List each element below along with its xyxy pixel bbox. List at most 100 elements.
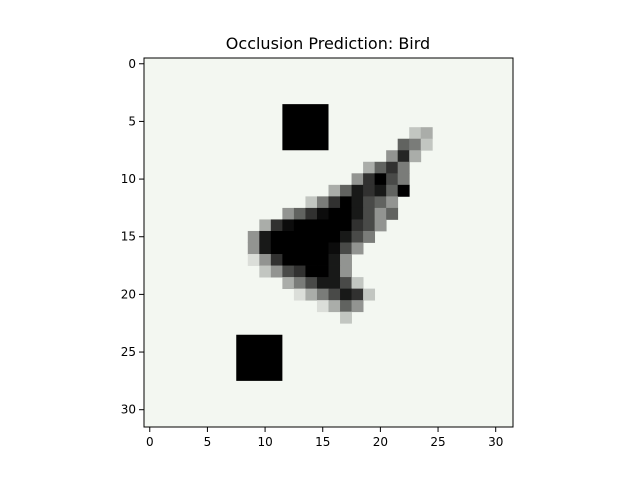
heatmap-cell [305, 207, 318, 220]
heatmap-cell [259, 230, 272, 243]
heatmap-cell [316, 300, 329, 313]
heatmap-cell [374, 161, 387, 174]
heatmap-cell [340, 288, 352, 301]
heatmap-cell [247, 230, 260, 243]
x-tick-label: 25 [430, 435, 445, 449]
heatmap-cell [282, 219, 295, 232]
heatmap-cell [409, 127, 422, 140]
heatmap-cell [374, 173, 387, 186]
heatmap-cell [247, 242, 260, 255]
y-tick-label: 0 [128, 57, 136, 71]
heatmap-cell [351, 196, 364, 209]
heatmap-cell [420, 138, 433, 151]
heatmap-cell [386, 161, 399, 174]
heatmap-cell [363, 173, 376, 186]
heatmap-cell [247, 254, 260, 266]
heatmap-cell [282, 265, 295, 278]
heatmap-cell [397, 161, 410, 174]
heatmap-cell [328, 196, 341, 209]
heatmap-cell [374, 207, 387, 220]
heatmap-cell [316, 196, 329, 209]
heatmap-cell [282, 277, 295, 290]
heatmap-cell [316, 230, 329, 243]
heatmap-cell [340, 311, 352, 324]
heatmap-cell [328, 277, 341, 290]
heatmap-cell [293, 230, 306, 243]
occluder-patch [282, 104, 329, 151]
heatmap-cell [328, 207, 341, 220]
heatmap-cell [363, 219, 376, 232]
heatmap-cell [409, 150, 422, 163]
heatmap-cell [293, 277, 306, 290]
heatmap-cell [270, 242, 283, 255]
heatmap-cell [363, 230, 376, 243]
heatmap-cell [328, 230, 341, 243]
heatmap-cell [328, 254, 341, 266]
heatmap-cell [351, 277, 364, 290]
heatmap-cell [397, 173, 410, 186]
heatmap-cell [386, 173, 399, 186]
heatmap-cell [328, 219, 341, 232]
heatmap-cell [328, 265, 341, 278]
heatmap-cell [293, 207, 306, 220]
heatmap-cell [351, 219, 364, 232]
heatmap-cell [316, 277, 329, 290]
heatmap-cell [351, 207, 364, 220]
heatmap-cell [351, 173, 364, 186]
y-tick-label: 20 [121, 287, 136, 301]
heatmap-cell [316, 207, 329, 220]
heatmap-cell [293, 254, 306, 266]
heatmap-cell [340, 254, 352, 266]
y-tick-label: 25 [121, 345, 136, 359]
heatmap-cell [270, 230, 283, 243]
heatmap-cell [305, 288, 318, 301]
occluder-patches [236, 104, 329, 381]
heatmap-cell [340, 184, 352, 197]
heatmap-cell [282, 207, 295, 220]
heatmap-cell [351, 184, 364, 197]
heatmap-cell [386, 196, 399, 209]
heatmap-cell [363, 288, 376, 301]
heatmap-cell [340, 230, 352, 243]
heatmap-cell [386, 150, 399, 163]
heatmap-cell [259, 254, 272, 266]
heatmap-cell [397, 150, 410, 163]
x-tick-label: 0 [146, 435, 154, 449]
heatmap-cell [363, 184, 376, 197]
heatmap-cell [282, 230, 295, 243]
heatmap-cell [340, 300, 352, 313]
heatmap-cell [282, 242, 295, 255]
y-axis-ticks: 0 5 10 15 20 25 30 [121, 57, 144, 417]
heatmap-cell [305, 196, 318, 209]
y-tick-label: 15 [121, 230, 136, 244]
x-tick-label: 15 [315, 435, 330, 449]
heatmap-cell [386, 207, 399, 220]
heatmap-cell [282, 254, 295, 266]
x-tick-label: 10 [257, 435, 272, 449]
heatmap-cell [328, 288, 341, 301]
heatmap-cell [316, 254, 329, 266]
heatmap-cell [397, 138, 410, 151]
heatmap-cell [259, 242, 272, 255]
heatmap-cell [293, 242, 306, 255]
heatmap-cell [340, 219, 352, 232]
heatmap-cell [316, 219, 329, 232]
heatmap-cell [305, 277, 318, 290]
heatmap-cell [351, 230, 364, 243]
heatmap-cell [363, 196, 376, 209]
heatmap-cell [293, 288, 306, 301]
heatmap-cell [374, 184, 387, 197]
heatmap-cell [328, 242, 341, 255]
x-tick-label: 5 [204, 435, 212, 449]
y-tick-label: 30 [121, 403, 136, 417]
heatmap-cell [340, 265, 352, 278]
heatmap-cell [397, 184, 410, 197]
heatmap-cell [259, 219, 272, 232]
x-tick-label: 20 [373, 435, 388, 449]
heatmap-cell [420, 127, 433, 140]
heatmap-cell [363, 207, 376, 220]
x-axis-ticks: 0 5 10 15 20 25 30 [146, 427, 503, 449]
heatmap-cell [316, 265, 329, 278]
heatmap-cell [270, 254, 283, 266]
